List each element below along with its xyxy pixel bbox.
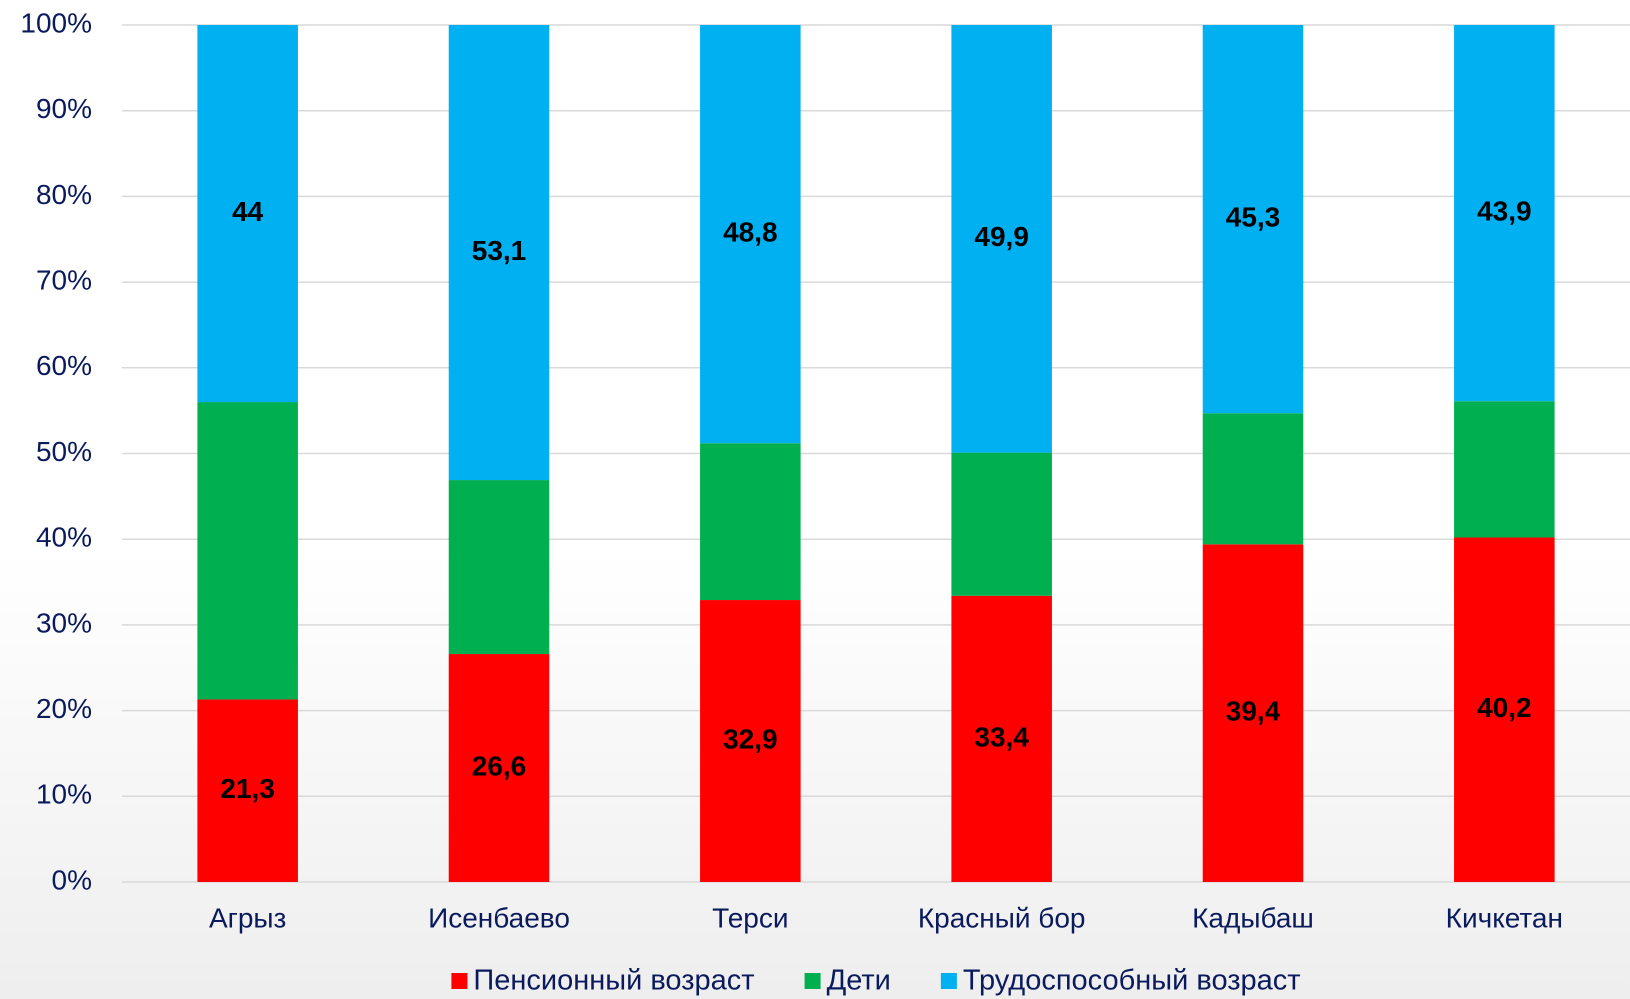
legend-swatch [940, 973, 957, 989]
data-label: 45,3 [1226, 202, 1281, 233]
data-label: 32,9 [723, 723, 778, 754]
legend-swatch [804, 973, 821, 989]
y-tick-label: 20% [36, 693, 92, 724]
data-label: 21,3 [220, 773, 275, 804]
legend-label: Дети [827, 965, 891, 997]
data-label: 44 [232, 196, 264, 227]
y-tick-label: 70% [36, 264, 92, 295]
x-tick-label: Красный бор [918, 902, 1086, 933]
bar-segment [1202, 544, 1304, 882]
y-tick-label: 80% [36, 179, 92, 210]
bar-segment [197, 402, 298, 700]
bar-segment [448, 654, 550, 882]
bar-segment [448, 25, 550, 481]
data-label: 43,9 [1477, 196, 1532, 227]
bar-segment [1202, 413, 1304, 545]
y-tick-label: 40% [36, 522, 92, 553]
legend-swatch [451, 973, 468, 989]
bar-segment [700, 600, 801, 882]
data-label: 33,4 [974, 721, 1029, 752]
x-tick-label: Терси [712, 902, 788, 933]
data-label: 40,2 [1477, 692, 1532, 723]
data-label: 39,4 [1226, 696, 1281, 727]
x-tick-label: Исенбаево [428, 902, 570, 933]
bar-segment [700, 25, 801, 444]
y-tick-label: 100% [20, 7, 92, 38]
y-tick-label: 60% [36, 350, 92, 381]
bar-segment [951, 452, 1052, 596]
y-tick-label: 50% [36, 436, 92, 467]
x-tick-label: Агрыз [209, 902, 286, 933]
legend-label: Пенсионный возраст [473, 965, 754, 997]
bar-segment [197, 699, 298, 882]
data-label: 49,9 [974, 221, 1029, 252]
bar-segment [951, 595, 1052, 882]
x-tick-label: Кадыбаш [1192, 902, 1314, 933]
legend-label: Трудоспособный возраст [963, 965, 1301, 997]
bar-segment [1454, 401, 1555, 538]
y-tick-label: 90% [36, 93, 92, 124]
bar-segment [448, 480, 550, 655]
legend: Пенсионный возраст Дети Трудоспособный воз… [451, 965, 1301, 997]
bar-segment [1454, 537, 1555, 882]
y-tick-label: 10% [36, 779, 92, 810]
data-label: 48,8 [723, 216, 778, 247]
bar-segment [1454, 25, 1555, 402]
bar-segment [1202, 25, 1304, 414]
data-label: 26,6 [472, 750, 527, 781]
y-tick-label: 30% [36, 607, 92, 638]
y-tick-label: 0% [52, 864, 92, 895]
x-tick-label: Кичкетан [1446, 902, 1563, 933]
bar-segment [197, 25, 298, 403]
bar-segment [700, 443, 801, 601]
data-label: 53,1 [472, 235, 527, 266]
bar-segment [951, 25, 1052, 453]
